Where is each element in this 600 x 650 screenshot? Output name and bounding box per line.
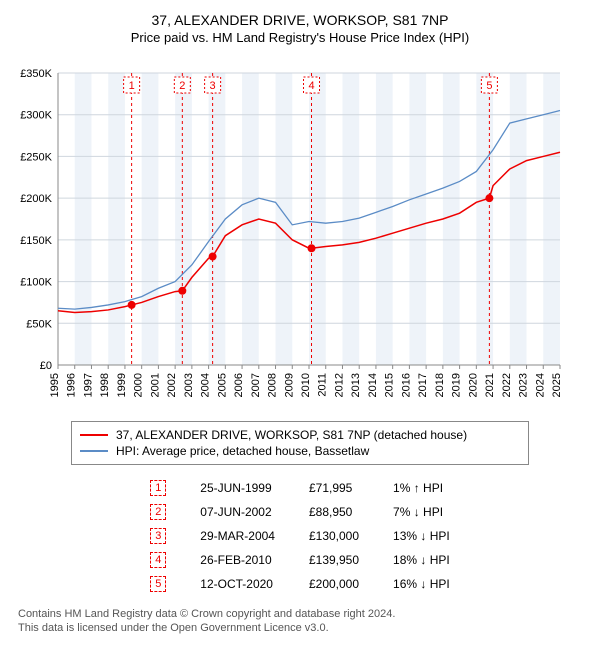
table-row: 2 07-JUN-2002£88,9507% ↓ HPI [134, 501, 465, 523]
svg-text:2025: 2025 [551, 373, 563, 397]
svg-text:£350K: £350K [20, 68, 52, 80]
sale-delta: 13% ↓ HPI [377, 525, 466, 547]
table-row: 5 12-OCT-2020£200,00016% ↓ HPI [134, 573, 465, 595]
sale-delta: 1% ↑ HPI [377, 477, 466, 499]
svg-text:2024: 2024 [534, 373, 546, 397]
sale-delta: 7% ↓ HPI [377, 501, 466, 523]
footer-attribution: Contains HM Land Registry data © Crown c… [18, 607, 582, 636]
sale-delta: 16% ↓ HPI [377, 573, 466, 595]
sales-table: 125-JUN-1999£71,9951% ↑ HPI207-JUN-2002£… [132, 475, 467, 597]
svg-text:2021: 2021 [484, 373, 496, 397]
svg-text:2010: 2010 [300, 373, 312, 397]
svg-text:4: 4 [308, 80, 314, 92]
sale-marker-icon: 5 [150, 576, 166, 592]
sale-date: 12-OCT-2020 [184, 573, 291, 595]
sale-date: 29-MAR-2004 [184, 525, 291, 547]
svg-text:£0: £0 [40, 360, 52, 372]
line-chart: £0 £50K £100K £150K £200K £250K £300K £350K 1995… [10, 53, 570, 413]
svg-text:£100K: £100K [20, 277, 52, 289]
svg-text:2014: 2014 [367, 373, 379, 397]
svg-text:1995: 1995 [49, 373, 61, 397]
svg-text:£250K: £250K [20, 151, 52, 163]
sale-date: 25-JUN-1999 [184, 477, 291, 499]
sale-marker-icon: 3 [150, 528, 166, 544]
svg-text:2002: 2002 [166, 373, 178, 397]
sale-price: £88,950 [293, 501, 375, 523]
sale-date: 26-FEB-2010 [184, 549, 291, 571]
svg-text:1: 1 [129, 80, 135, 92]
chart-container: £0 £50K £100K £150K £200K £250K £300K £350K 1995… [10, 53, 590, 413]
svg-text:2023: 2023 [518, 373, 530, 397]
svg-text:2022: 2022 [501, 373, 513, 397]
svg-text:3: 3 [210, 80, 216, 92]
svg-text:2001: 2001 [149, 373, 161, 397]
chart-subtitle: Price paid vs. HM Land Registry's House … [10, 30, 590, 45]
svg-text:2012: 2012 [333, 373, 345, 397]
svg-text:2004: 2004 [200, 373, 212, 397]
svg-text:2015: 2015 [384, 373, 396, 397]
svg-text:2006: 2006 [233, 373, 245, 397]
legend-item-red: 37, ALEXANDER DRIVE, WORKSOP, S81 7NP (d… [80, 428, 520, 442]
table-row: 4 26-FEB-2010£139,95018% ↓ HPI [134, 549, 465, 571]
svg-text:1999: 1999 [116, 373, 128, 397]
legend-label-red: 37, ALEXANDER DRIVE, WORKSOP, S81 7NP (d… [116, 428, 467, 442]
svg-text:2: 2 [179, 80, 185, 92]
footer-line1: Contains HM Land Registry data © Crown c… [18, 607, 582, 621]
svg-text:2016: 2016 [400, 373, 412, 397]
svg-text:2020: 2020 [467, 373, 479, 397]
svg-text:£300K: £300K [20, 110, 52, 122]
legend-swatch-red [80, 434, 108, 436]
svg-text:£50K: £50K [26, 318, 52, 330]
svg-text:2018: 2018 [434, 373, 446, 397]
svg-text:£150K: £150K [20, 235, 52, 247]
sale-price: £139,950 [293, 549, 375, 571]
svg-text:1997: 1997 [82, 373, 94, 397]
sale-price: £130,000 [293, 525, 375, 547]
svg-text:2017: 2017 [417, 373, 429, 397]
table-row: 1 25-JUN-1999£71,9951% ↑ HPI [134, 477, 465, 499]
sale-delta: 18% ↓ HPI [377, 549, 466, 571]
legend-swatch-blue [80, 450, 108, 452]
svg-text:2007: 2007 [250, 373, 262, 397]
legend-label-blue: HPI: Average price, detached house, Bass… [116, 444, 369, 458]
svg-text:2019: 2019 [451, 373, 463, 397]
legend: 37, ALEXANDER DRIVE, WORKSOP, S81 7NP (d… [71, 421, 529, 465]
table-row: 3 29-MAR-2004£130,00013% ↓ HPI [134, 525, 465, 547]
sale-marker-icon: 4 [150, 552, 166, 568]
svg-text:5: 5 [486, 80, 492, 92]
sale-price: £71,995 [293, 477, 375, 499]
sale-price: £200,000 [293, 573, 375, 595]
svg-text:2011: 2011 [317, 373, 329, 397]
sale-marker-icon: 2 [150, 504, 166, 520]
chart-title: 37, ALEXANDER DRIVE, WORKSOP, S81 7NP [10, 12, 590, 28]
sale-marker-icon: 1 [150, 480, 166, 496]
svg-text:2008: 2008 [267, 373, 279, 397]
svg-text:2013: 2013 [350, 373, 362, 397]
svg-text:£200K: £200K [20, 193, 52, 205]
svg-text:1996: 1996 [66, 373, 78, 397]
svg-text:2005: 2005 [216, 373, 228, 397]
svg-text:2009: 2009 [283, 373, 295, 397]
sale-date: 07-JUN-2002 [184, 501, 291, 523]
legend-item-blue: HPI: Average price, detached house, Bass… [80, 444, 520, 458]
footer-line2: This data is licensed under the Open Gov… [18, 621, 582, 635]
svg-text:2000: 2000 [133, 373, 145, 397]
svg-text:1998: 1998 [99, 373, 111, 397]
svg-text:2003: 2003 [183, 373, 195, 397]
